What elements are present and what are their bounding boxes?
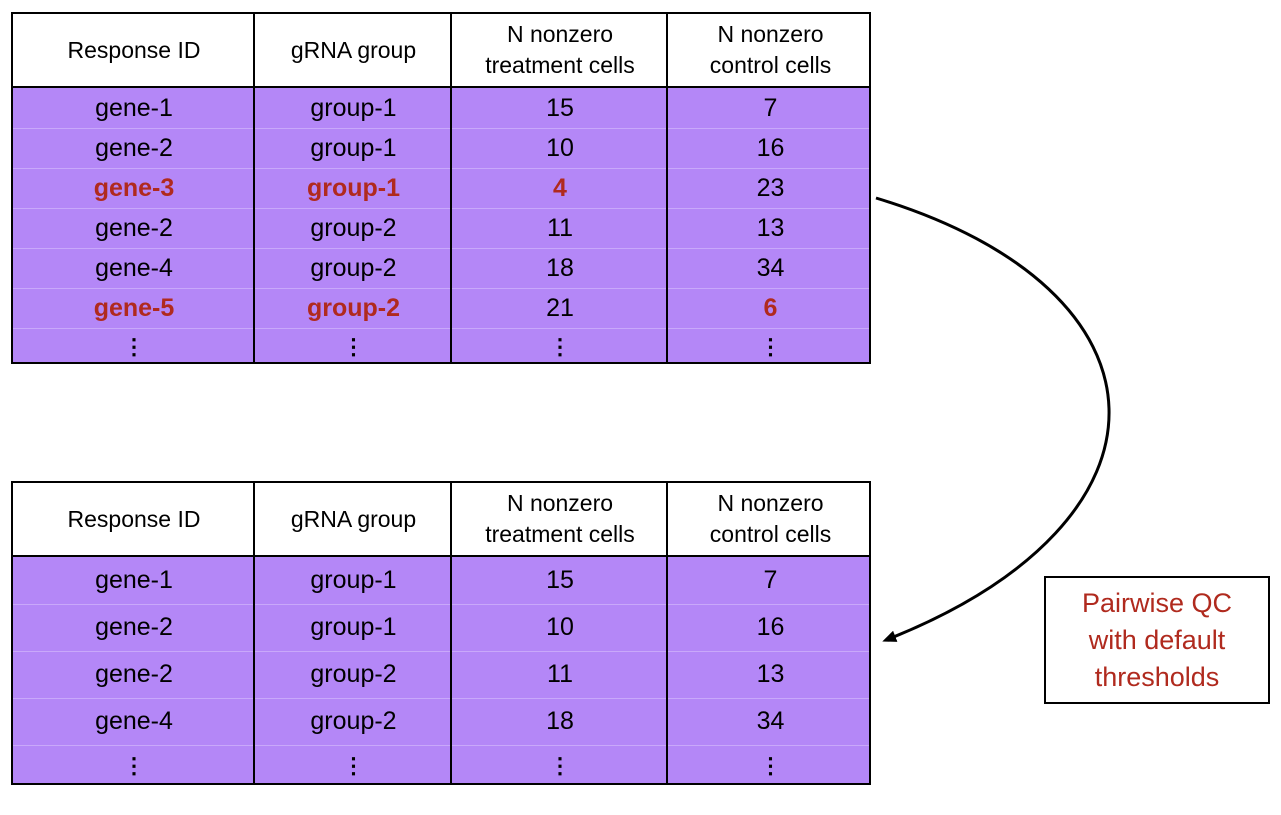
table-cell: gene-1 (95, 93, 173, 122)
table-row: gene-1 group-1 15 7 (13, 557, 869, 604)
qc-label: Pairwise QC with default thresholds (1081, 587, 1233, 692)
table-cell-flagged: gene-3 (93, 173, 175, 202)
table-cell: 34 (756, 253, 785, 282)
table-cell: 15 (546, 93, 574, 122)
table-cell-flagged: group-1 (306, 173, 401, 202)
table-cell: group-2 (310, 660, 397, 688)
row-divider (13, 128, 869, 129)
table-cell: 15 (546, 566, 574, 594)
table-body: gene-1 group-1 15 7 gene-2 group-1 10 16 gene-2 g… (11, 555, 871, 785)
table-row: gene-5 group-2 21 6 (13, 288, 869, 328)
table-cell: gene-1 (95, 566, 173, 594)
table-row: gene-3 group-1 4 23 (13, 168, 869, 208)
table-cell-flagged: group-2 (306, 293, 401, 322)
table-cell-flagged: 4 (553, 173, 567, 202)
table-row: gene-2 group-1 10 16 (13, 604, 869, 651)
header-cell: N nonzero control cells (709, 21, 832, 78)
header-cell: gRNA group (290, 505, 417, 532)
table-cell: group-2 (310, 253, 397, 282)
column-divider (666, 88, 668, 362)
table-cell: gene-2 (95, 613, 173, 641)
table-row: gene-4 group-2 18 34 (13, 698, 869, 745)
table-cell: gene-2 (95, 133, 173, 162)
row-divider (13, 698, 869, 699)
row-divider (13, 208, 869, 209)
column-divider (450, 557, 452, 783)
row-divider (13, 745, 869, 746)
column-divider (253, 14, 255, 86)
column-divider (450, 14, 452, 86)
table-cell: 11 (547, 213, 573, 242)
header-cell: Response ID (67, 505, 201, 532)
table-row: gene-4 group-2 18 34 (13, 248, 869, 288)
ellipsis-cell: ⋮ (759, 753, 782, 778)
table-cell: group-1 (310, 566, 397, 594)
table-cell: 13 (756, 213, 785, 242)
table-cell: gene-4 (95, 253, 173, 282)
table-cell: group-1 (310, 133, 397, 162)
column-divider (253, 483, 255, 555)
bottom-table: Response ID gRNA group N nonzero treatment… (11, 481, 871, 785)
ellipsis-row: ⋮ ⋮ ⋮ ⋮ (13, 745, 869, 787)
table-cell: group-1 (310, 613, 397, 641)
table-cell: group-2 (310, 707, 397, 735)
header-cell: N nonzero treatment cells (485, 490, 635, 547)
column-divider (666, 14, 668, 86)
table-cell: 7 (763, 566, 778, 594)
row-divider (13, 328, 869, 329)
ellipsis-cell: ⋮ (549, 753, 571, 778)
table-cell: group-1 (310, 93, 397, 122)
header-cell: Response ID (67, 36, 201, 63)
table-cell: 13 (756, 660, 785, 688)
table-row: gene-1 group-1 15 7 (13, 88, 869, 128)
table-header: Response ID gRNA group N nonzero treatment… (11, 12, 871, 88)
header-cell: N nonzero control cells (709, 490, 832, 547)
header-cell: gRNA group (290, 36, 417, 63)
row-divider (13, 168, 869, 169)
ellipsis-cell: ⋮ (759, 334, 782, 359)
ellipsis-cell: ⋮ (549, 334, 571, 359)
table-cell: 10 (546, 133, 574, 162)
row-divider (13, 288, 869, 289)
table-cell: 11 (547, 660, 573, 688)
table-cell-flagged: gene-5 (93, 293, 175, 322)
column-divider (253, 88, 255, 362)
table-cell: 21 (546, 293, 574, 322)
table-row: gene-2 group-2 11 13 (13, 208, 869, 248)
column-divider (450, 483, 452, 555)
column-divider (450, 88, 452, 362)
table-row: gene-2 group-2 11 13 (13, 651, 869, 698)
table-cell: 18 (546, 707, 574, 735)
qc-label-box: Pairwise QC with default thresholds (1044, 576, 1270, 704)
header-cell: N nonzero treatment cells (485, 21, 635, 78)
table-cell: 18 (546, 253, 574, 282)
column-divider (253, 557, 255, 783)
top-table: Response ID gRNA group N nonzero treatment… (11, 12, 871, 364)
table-cell: gene-2 (95, 660, 173, 688)
row-divider (13, 651, 869, 652)
table-cell: 7 (763, 93, 778, 122)
table-cell: gene-2 (95, 213, 173, 242)
ellipsis-cell: ⋮ (342, 753, 365, 778)
table-cell: 10 (546, 613, 574, 641)
ellipsis-row: ⋮ ⋮ ⋮ ⋮ (13, 328, 869, 366)
table-cell: gene-4 (95, 707, 173, 735)
ellipsis-cell: ⋮ (123, 753, 145, 778)
table-cell: 16 (756, 613, 785, 641)
ellipsis-cell: ⋮ (123, 334, 145, 359)
ellipsis-cell: ⋮ (342, 334, 365, 359)
table-body: gene-1 group-1 15 7 gene-2 group-1 10 16 gene-3 g… (11, 86, 871, 364)
row-divider (13, 604, 869, 605)
table-cell: 34 (756, 707, 785, 735)
table-row: gene-2 group-1 10 16 (13, 128, 869, 168)
table-cell: group-2 (310, 213, 397, 242)
table-cell: 16 (756, 133, 785, 162)
table-cell: 23 (756, 173, 785, 202)
table-cell-flagged: 6 (763, 293, 778, 322)
row-divider (13, 248, 869, 249)
column-divider (666, 483, 668, 555)
column-divider (666, 557, 668, 783)
